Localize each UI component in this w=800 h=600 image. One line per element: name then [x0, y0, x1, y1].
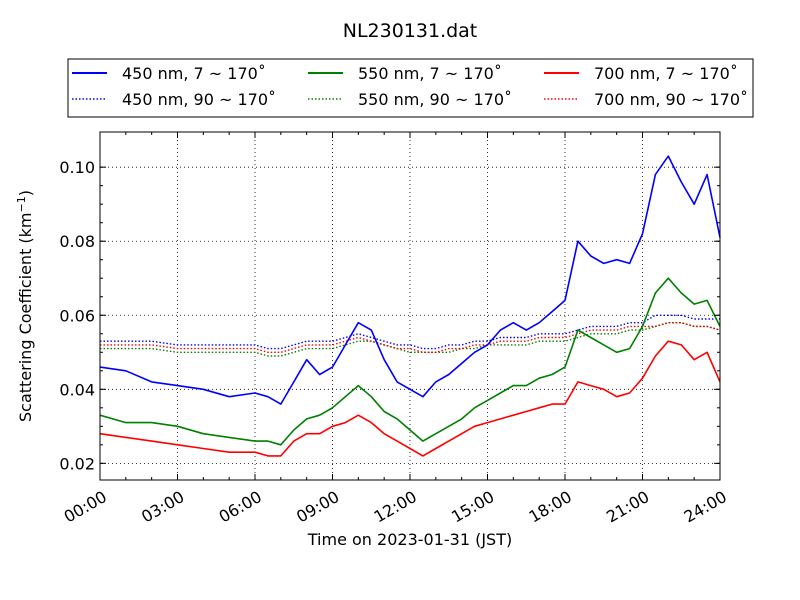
- x-tick-label: 15:00: [448, 487, 497, 527]
- y-axis-label-close: ): [16, 190, 35, 196]
- legend-label: 450 nm, 90 ~ 170˚: [122, 90, 276, 109]
- x-axis-label: Time on 2023-01-31 (JST): [307, 530, 512, 549]
- chart-title: NL230131.dat: [343, 20, 478, 42]
- axis-ticks: 00:00 03:00 06:00 09:00 12:00 15:00 18:00 21:00…: [59, 132, 730, 527]
- legend-label: 550 nm, 90 ~ 170˚: [358, 90, 512, 109]
- legend-box: [67, 58, 754, 118]
- y-tick-label: 0.06: [59, 306, 95, 325]
- x-tick-label: 09:00: [293, 487, 342, 527]
- y-tick-label: 0.02: [59, 454, 95, 473]
- x-tick-label: 00:00: [61, 487, 110, 527]
- legend-label: 700 nm, 90 ~ 170˚: [594, 90, 748, 109]
- grid: [100, 132, 720, 480]
- x-tick-label: 24:00: [681, 487, 730, 527]
- y-tick-label: 0.04: [59, 380, 95, 399]
- series-line: [100, 322, 721, 357]
- y-tick-label: 0.10: [59, 158, 95, 177]
- x-tick-label: 03:00: [138, 487, 187, 527]
- x-tick-label: 12:00: [371, 487, 420, 527]
- y-axis-label-exponent: −1: [15, 196, 28, 212]
- legend-label: 450 nm, 7 ~ 170˚: [122, 64, 266, 83]
- series-line: [99, 277, 721, 446]
- series-line: [100, 314, 720, 350]
- series-lines: [99, 155, 721, 457]
- x-tick-label: 21:00: [603, 487, 652, 527]
- y-axis-label-text: Scattering Coefficient (km: [16, 212, 35, 422]
- x-tick-label: 18:00: [526, 487, 575, 527]
- series-line: [99, 155, 721, 405]
- series-line: [99, 340, 721, 457]
- y-axis-label: Scattering Coefficient (km−1): [15, 190, 36, 422]
- series-line: [100, 322, 721, 353]
- y-tick-label: 0.08: [59, 232, 95, 251]
- legend-label: 550 nm, 7 ~ 170˚: [358, 64, 502, 83]
- x-tick-label: 06:00: [216, 487, 265, 527]
- legend-label: 700 nm, 7 ~ 170˚: [594, 64, 738, 83]
- legend: 450 nm, 7 ~ 170˚ 450 nm, 90 ~ 170˚ 550 nm,…: [67, 58, 754, 118]
